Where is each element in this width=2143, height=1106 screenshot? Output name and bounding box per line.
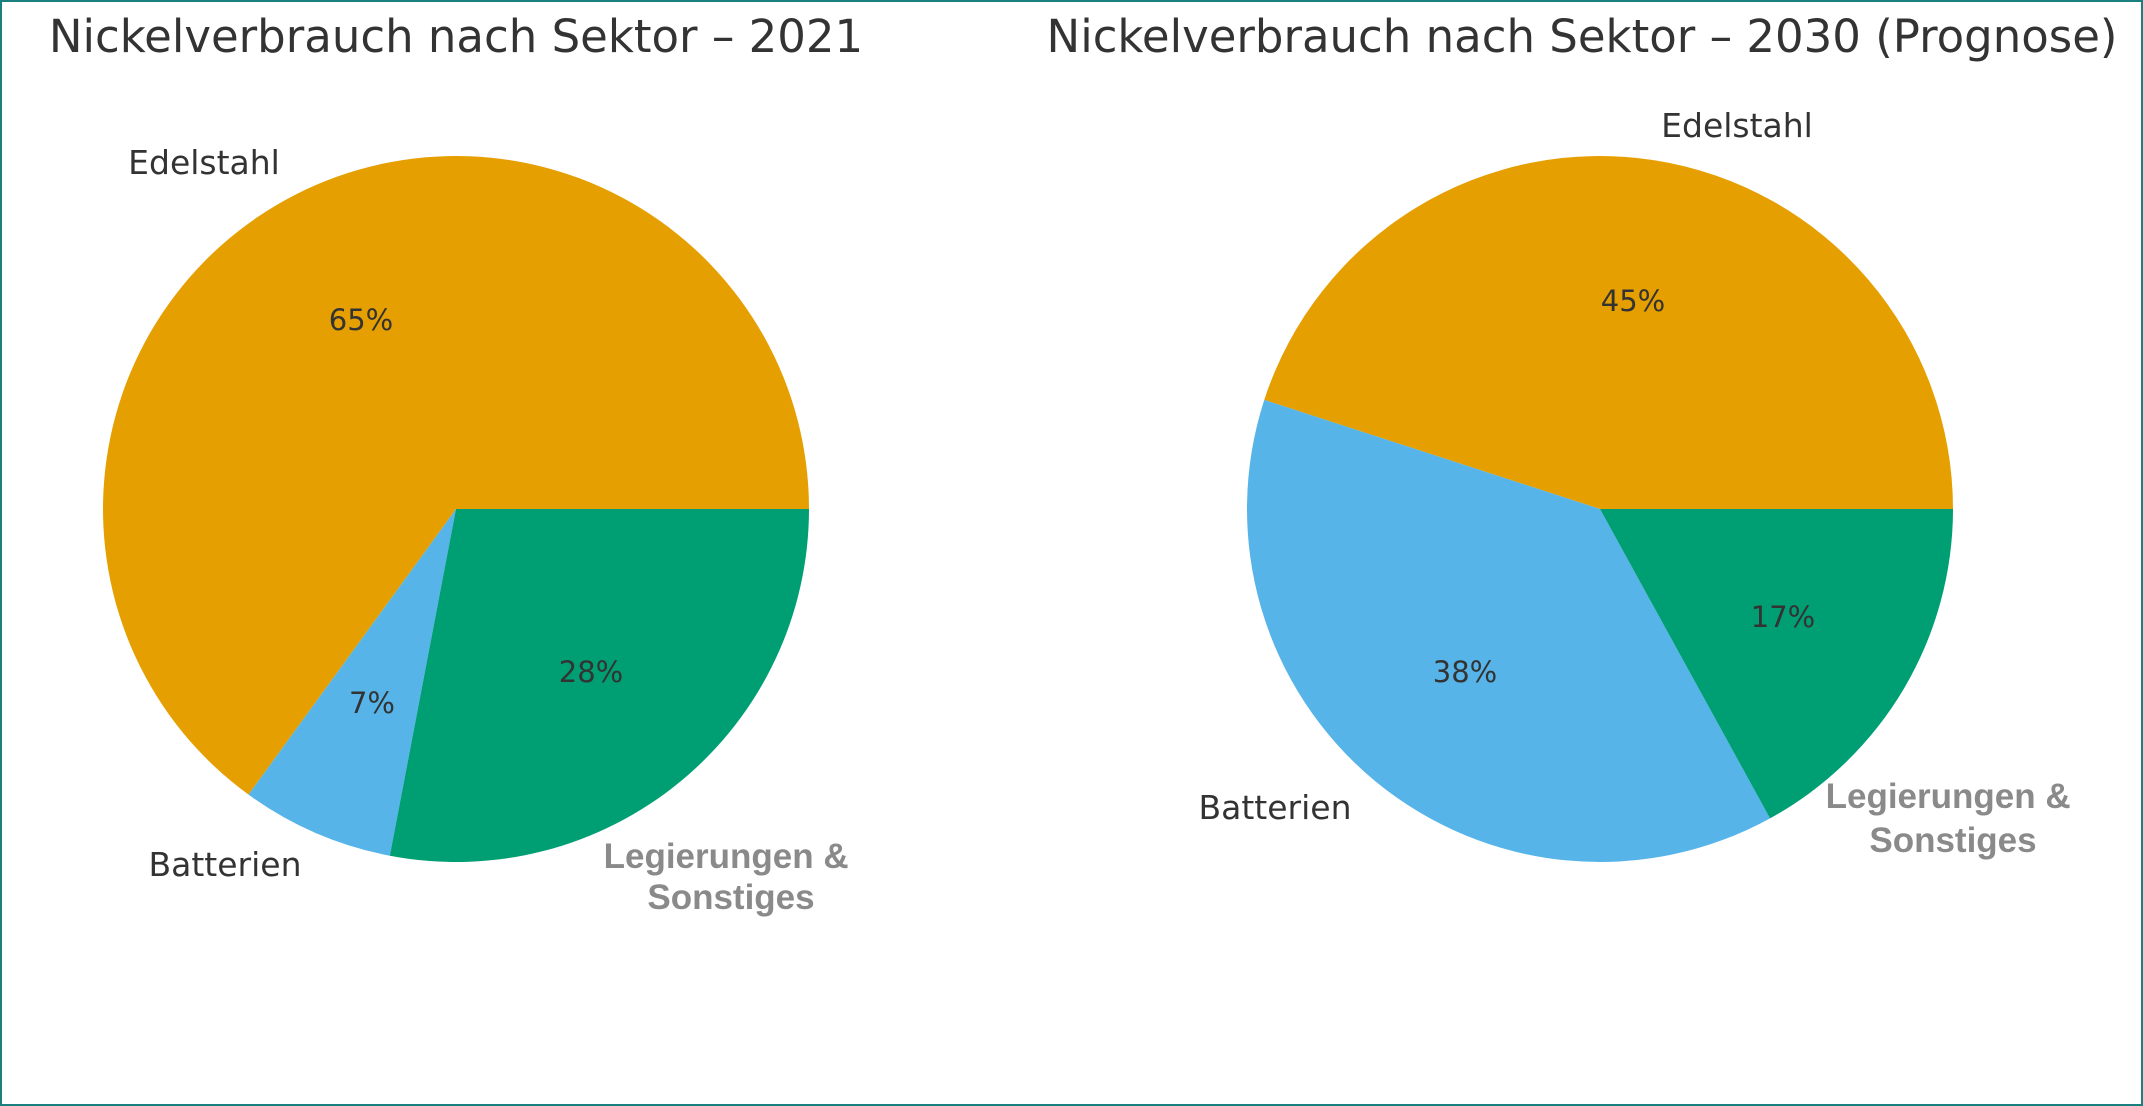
pie-slice-batterien [1246,399,1771,862]
category-label-edelstahl-2030: Edelstahl [1661,106,1813,145]
value-label-edelstahl-2021: 65% [329,303,393,337]
value-label-edelstahl-2030: 45% [1601,284,1665,318]
category-label-edelstahl-2021: Edelstahl [128,143,280,182]
pie-slice-edelstahl [102,155,809,795]
pie-chart-2021: Nickelverbrauch nach Sektor – 2021 Edels… [49,10,863,917]
pie-slice-edelstahl [1264,156,1953,509]
category-label-batterien-2030: Batterien [1199,788,1352,827]
value-label-legierungen-2021: 28% [559,655,623,689]
value-label-batterien-2030: 38% [1433,655,1497,689]
category-label-batterien-2021: Batterien [149,845,302,884]
chart-title-2030: Nickelverbrauch nach Sektor – 2030 (Prog… [1047,10,2118,63]
pie-slice-batterien [248,509,456,856]
pie-slice-legierungen-sonstiges [389,509,809,862]
pie-slices-2021 [102,155,809,862]
value-label-batterien-2021: 7% [349,686,395,720]
chart-title-2021: Nickelverbrauch nach Sektor – 2021 [49,10,863,63]
category-label-legierungen-2021: Legierungen & Sonstiges [604,837,859,917]
pie-slice-legierungen-sonstiges [1600,509,1953,819]
pie-chart-2030: Nickelverbrauch nach Sektor – 2030 (Prog… [1047,10,2118,862]
pie-slices-2030 [1246,156,1953,862]
value-label-legierungen-2030: 17% [1751,600,1815,634]
category-label-legierungen-2030: Legierungen & Sonstiges [1826,777,2081,860]
